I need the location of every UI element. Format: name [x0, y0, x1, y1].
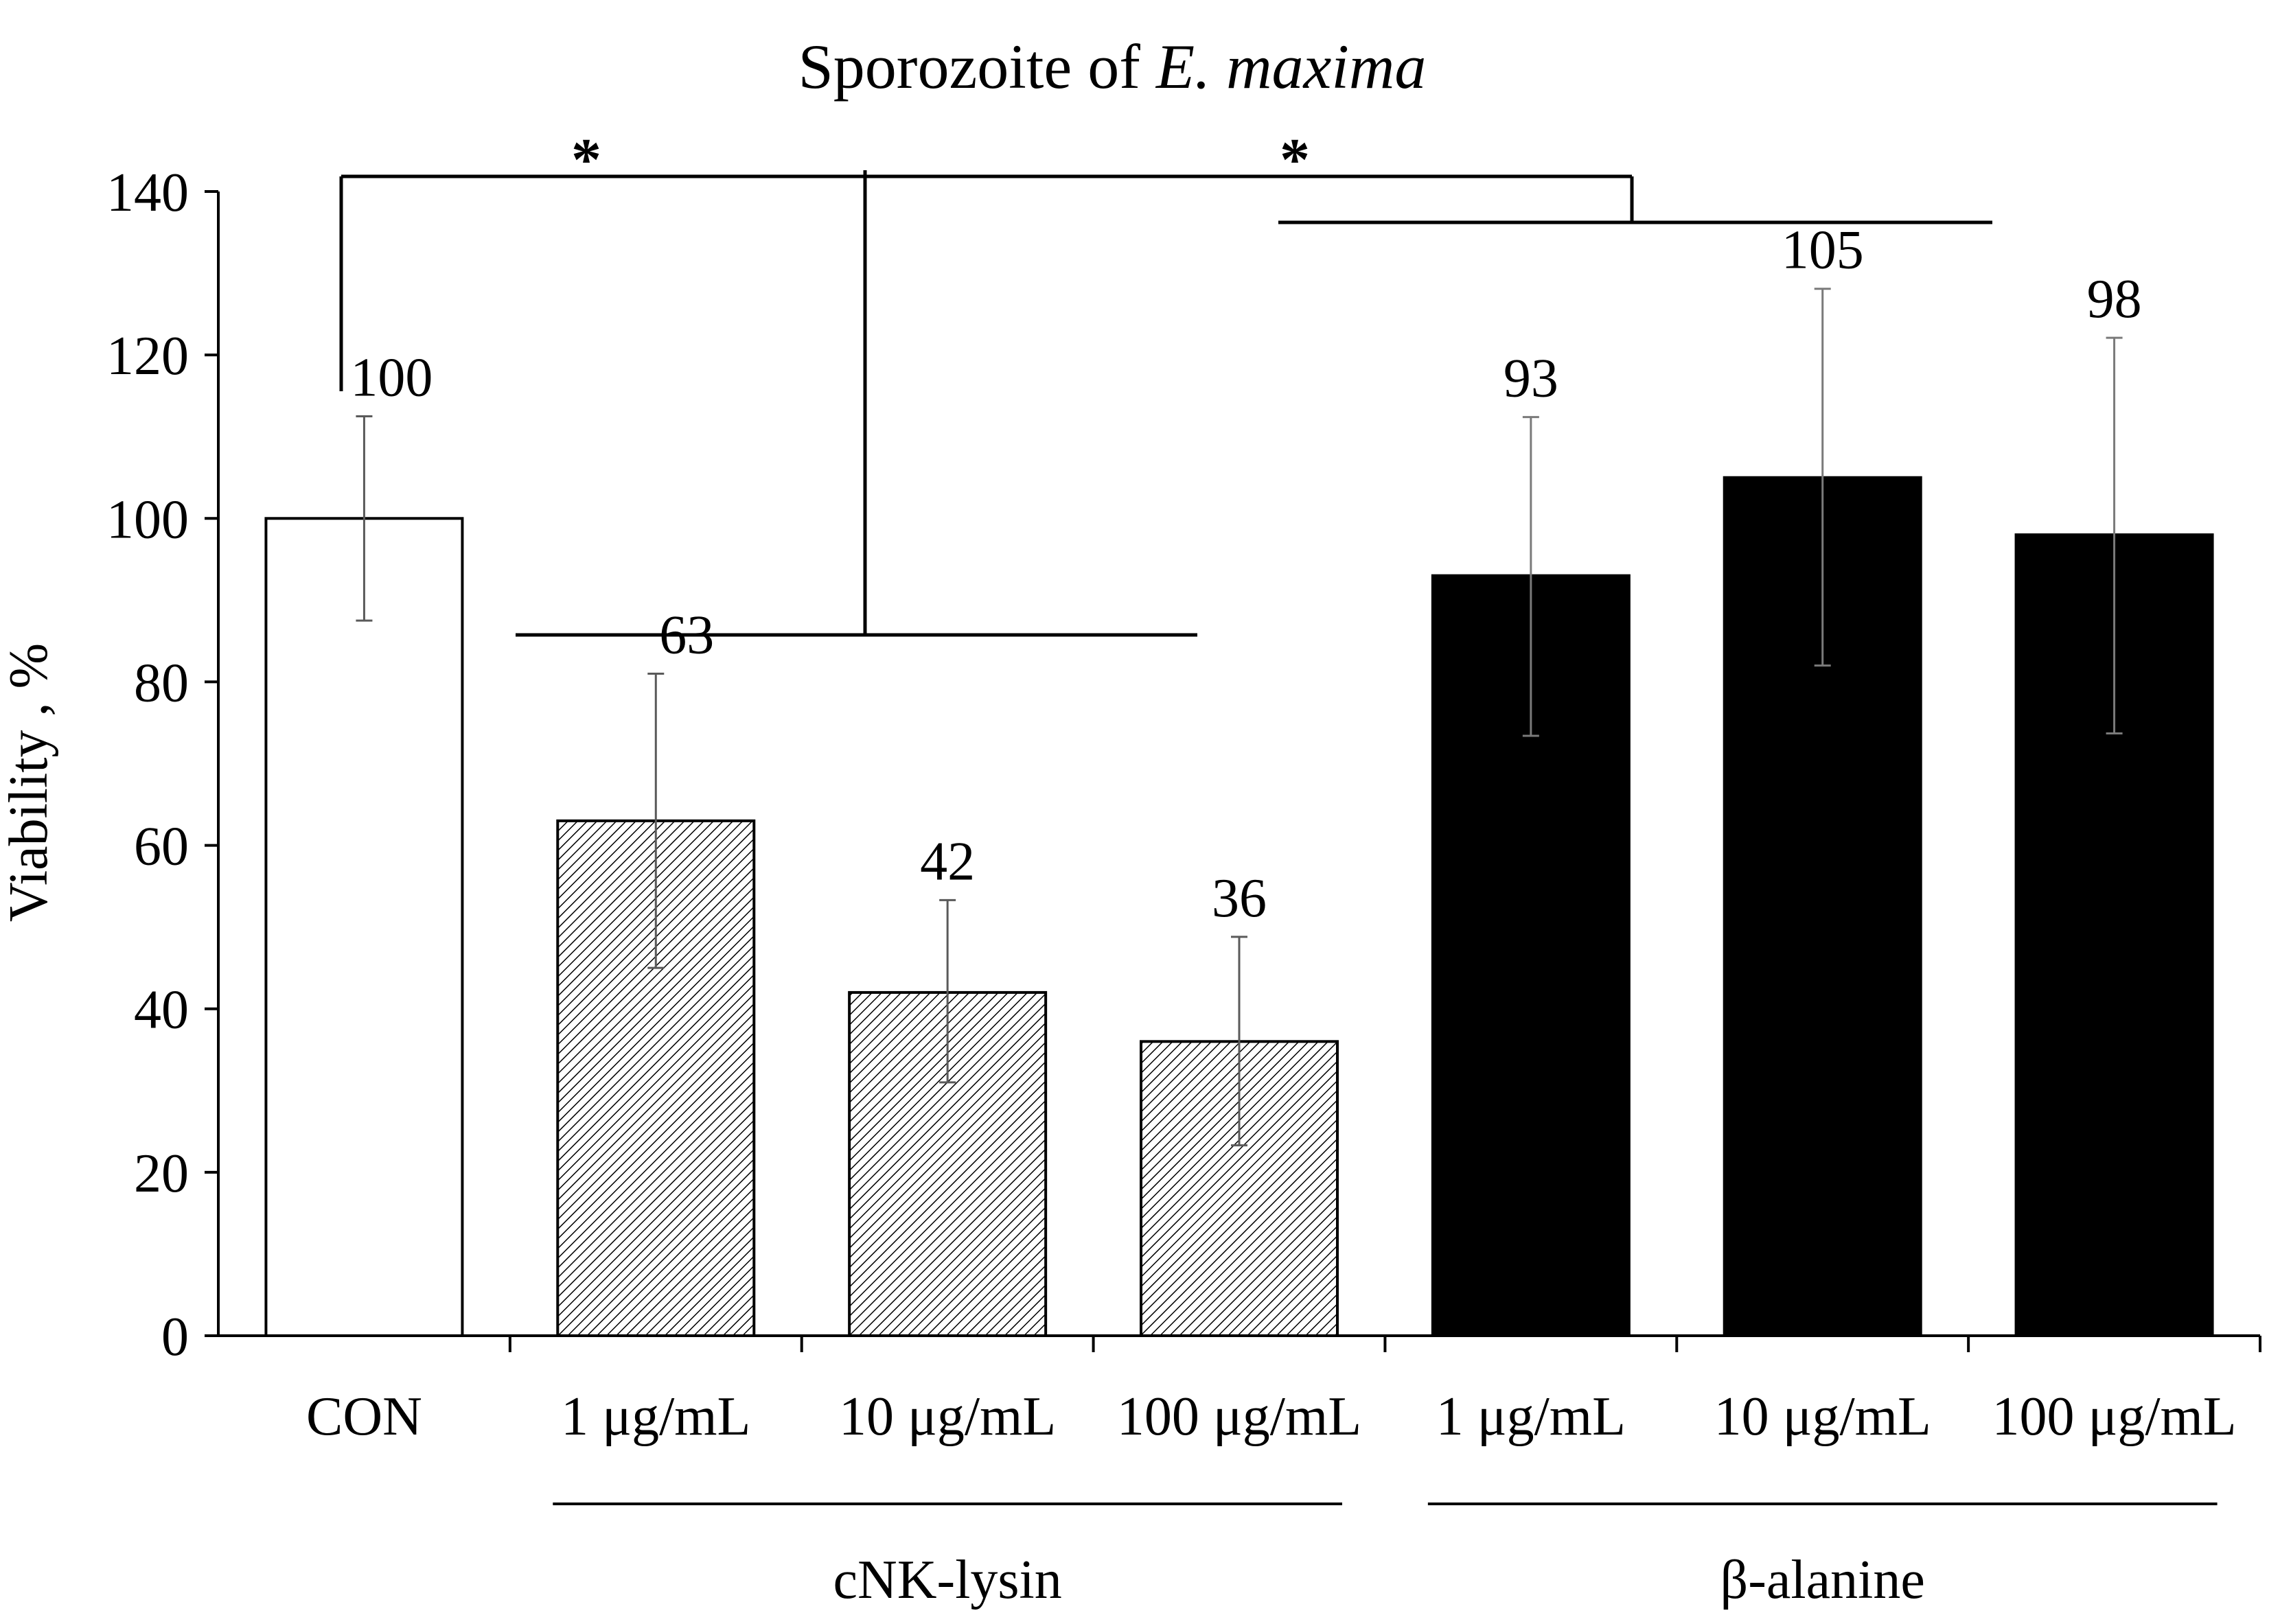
category-label: 100 μg/mL: [1992, 1387, 2236, 1447]
chart-title-text: Sporozoite of: [798, 32, 1156, 102]
data-label: 100: [350, 347, 433, 408]
category-label: 1 μg/mL: [1436, 1387, 1626, 1447]
significance-brackets: [339, 170, 1992, 637]
y-tick-label: 100: [106, 489, 189, 550]
y-tick-label: 0: [161, 1307, 189, 1367]
significance-star-left: *: [571, 127, 601, 194]
group-labels: cNK-lysin β-alanine: [553, 1503, 2218, 1610]
bar: [264, 517, 464, 1337]
data-label: 98: [2087, 269, 2142, 329]
chart-title: Sporozoite of E. maxima: [798, 32, 1427, 102]
y-tick-label: 40: [134, 980, 189, 1041]
data-label: 105: [1782, 220, 1864, 281]
significance-star-right: *: [1280, 127, 1310, 194]
data-label: 42: [920, 831, 975, 892]
y-tick-label: 120: [106, 326, 189, 386]
y-ticks: 0 20 40 60 80 100 120 140: [106, 163, 218, 1367]
data-label: 93: [1504, 349, 1558, 409]
category-label: 10 μg/mL: [839, 1387, 1056, 1447]
y-tick-label: 20: [134, 1144, 189, 1204]
chart-title-species: E. maxima: [1155, 32, 1426, 102]
y-tick-label: 80: [134, 653, 189, 713]
category-label: 100 μg/mL: [1117, 1387, 1361, 1447]
y-tick-label: 140: [106, 163, 189, 223]
category-labels: CON 1 μg/mL 10 μg/mL 100 μg/mL 1 μg/mL 10 μg/…: [306, 1387, 2237, 1447]
category-label: 10 μg/mL: [1714, 1387, 1931, 1447]
y-tick-label: 60: [134, 817, 189, 877]
error-bars: [356, 288, 2123, 1147]
bars: [264, 476, 2214, 1338]
group-label: β-alanine: [1720, 1550, 1925, 1610]
x-ticks: [508, 1336, 2261, 1352]
group-label: cNK-lysin: [833, 1550, 1062, 1610]
category-label: CON: [306, 1387, 422, 1447]
category-label: 1 μg/mL: [561, 1387, 750, 1447]
y-axis-label: Viability , %: [0, 643, 59, 922]
data-label: 36: [1212, 868, 1267, 929]
